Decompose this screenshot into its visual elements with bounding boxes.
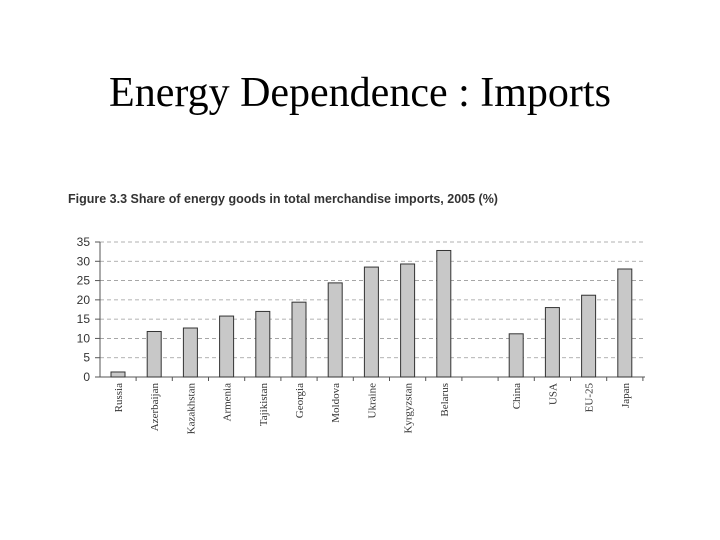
y-tick-label: 15	[77, 312, 91, 326]
bar-georgia	[291, 301, 307, 378]
x-category-label: EU-25	[584, 383, 596, 413]
bar-azerbaijan	[146, 330, 162, 378]
y-tick-label: 5	[83, 351, 90, 365]
bar-armenia	[219, 315, 235, 378]
bar-ukraine	[363, 266, 379, 378]
y-tick-label: 25	[77, 274, 91, 288]
x-category-label: Georgia	[294, 383, 306, 418]
y-tick-label: 20	[77, 293, 91, 307]
x-category-label: Russia	[113, 383, 125, 412]
y-tick-label: 30	[77, 254, 91, 268]
x-category-label: Azerbaijan	[149, 383, 161, 432]
x-category-label: Japan	[620, 383, 632, 409]
chart-title: Figure 3.3 Share of energy goods in tota…	[68, 192, 498, 206]
y-tick-label: 10	[77, 331, 91, 345]
x-category-label: Kyrgyzstan	[403, 383, 415, 434]
x-category-label: Armenia	[222, 383, 234, 422]
bar-kyrgyzstan	[400, 263, 416, 378]
bar-japan	[617, 268, 633, 378]
x-category-label: Moldova	[330, 383, 342, 423]
y-tick-label: 35	[77, 235, 91, 249]
bar-belarus	[436, 249, 452, 378]
slide-title: Energy Dependence : Imports	[109, 70, 611, 116]
x-category-label: China	[511, 383, 523, 409]
x-category-label: Kazakhstan	[185, 383, 197, 435]
x-category-label: USA	[547, 383, 559, 405]
bar-eu-25	[581, 294, 597, 378]
bar-kazakhstan	[182, 327, 198, 378]
bar-moldova	[327, 282, 343, 378]
bar-usa	[544, 307, 560, 378]
x-category-label: Ukraine	[366, 383, 378, 419]
x-category-label: Belarus	[439, 383, 451, 417]
x-category-label: Tajikistan	[258, 383, 270, 427]
y-tick-label: 0	[83, 370, 90, 384]
bar-china	[508, 333, 524, 378]
bar-russia	[110, 371, 126, 378]
bar-tajikistan	[255, 310, 271, 378]
